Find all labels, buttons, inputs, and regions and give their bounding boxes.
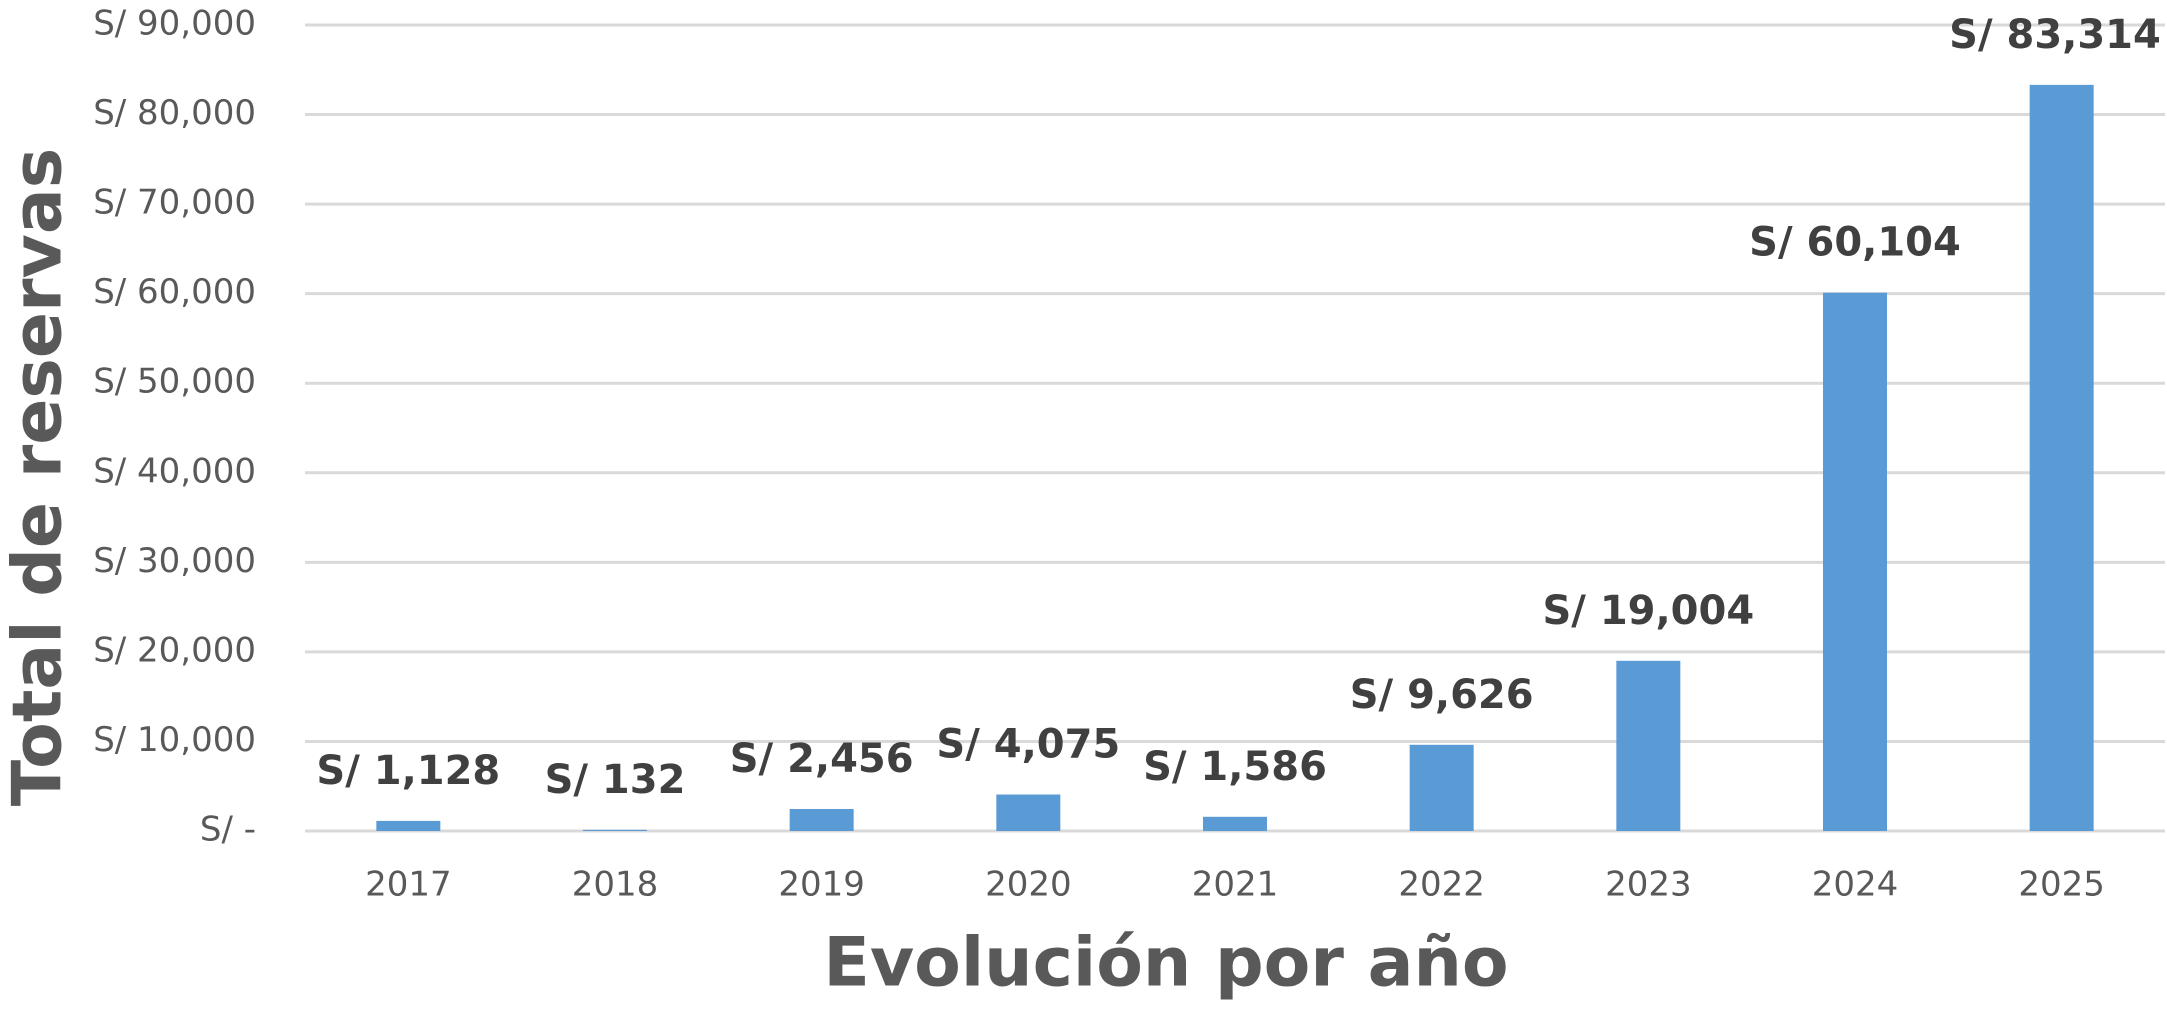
bar [996, 794, 1061, 831]
data-label: S/ 9,626 [1350, 672, 1534, 718]
bar [1823, 292, 1887, 831]
data-label: S/ 132 [545, 757, 686, 803]
y-tick-label: S/ 30,000 [93, 541, 256, 581]
data-label: S/ 1,128 [316, 748, 500, 794]
data-label: S/ 60,104 [1749, 220, 1961, 266]
x-tick-label: 2019 [778, 865, 865, 905]
x-axis-title: Evolución por año [823, 924, 1508, 1003]
bar [376, 820, 441, 831]
x-tick-label: 2022 [1398, 865, 1485, 905]
y-tick-label: S/ 10,000 [93, 720, 256, 760]
y-tick-label: S/ 40,000 [93, 451, 256, 491]
x-tick-label: 2025 [2018, 865, 2105, 905]
x-tick-label: 2023 [1605, 865, 1692, 905]
data-label: S/ 83,314 [1949, 12, 2161, 58]
y-tick-label: S/ 70,000 [93, 183, 256, 223]
bar [1409, 744, 1474, 831]
bar [1616, 660, 1681, 831]
y-tick-label: S/ 60,000 [93, 272, 256, 312]
x-tick-label: 2017 [365, 865, 452, 905]
x-tick-label: 2024 [1812, 865, 1899, 905]
data-label: S/ 1,586 [1143, 744, 1327, 790]
data-label: S/ 4,075 [936, 722, 1120, 768]
y-axis-title: Total de reservas [0, 148, 78, 806]
y-tick-label: S/ 20,000 [93, 630, 256, 670]
x-tick-label: 2018 [572, 865, 659, 905]
y-tick-label: S/ 90,000 [93, 4, 256, 44]
data-label: S/ 2,456 [730, 736, 914, 782]
bar [789, 809, 854, 831]
data-label: S/ 19,004 [1542, 588, 1754, 634]
bar [583, 829, 647, 831]
bar [2029, 84, 2094, 832]
x-tick-label: 2021 [1192, 865, 1279, 905]
y-tick-label: S/ 80,000 [93, 93, 256, 133]
bar [1203, 816, 1267, 831]
y-tick-label: S/ - [200, 810, 256, 850]
y-tick-label: S/ 50,000 [93, 362, 256, 402]
x-tick-label: 2020 [985, 865, 1072, 905]
